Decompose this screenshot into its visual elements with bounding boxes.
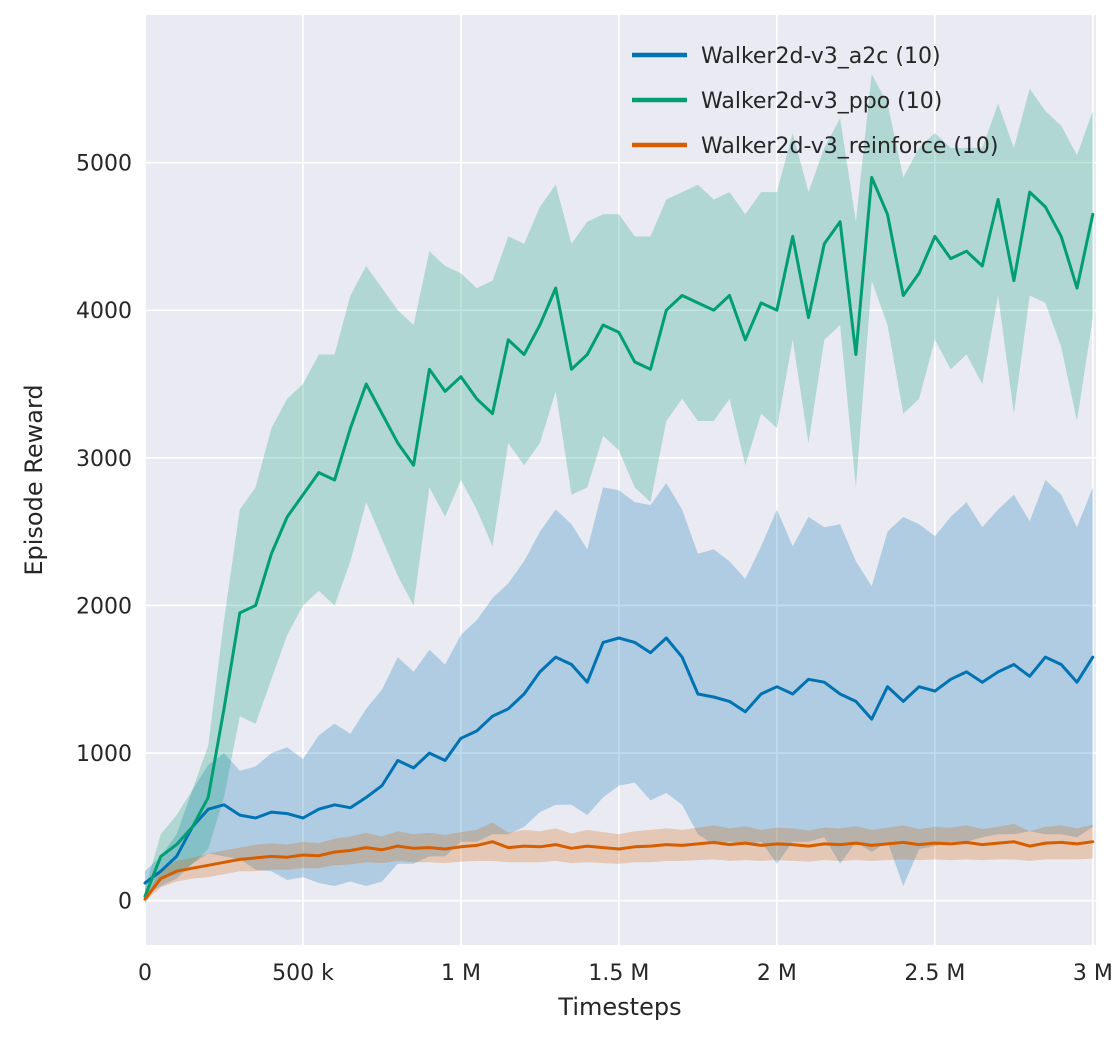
series-line-ppo bbox=[143, 175, 1095, 898]
x-tick-label: 2.5 M bbox=[904, 961, 965, 986]
y-tick-label: 3000 bbox=[76, 447, 132, 472]
y-tick-label: 5000 bbox=[76, 152, 132, 177]
series-line-a2c bbox=[143, 636, 1095, 885]
confidence-band-ppo bbox=[145, 74, 1093, 904]
y-tick-label: 2000 bbox=[76, 594, 132, 619]
y-tick-label: 0 bbox=[118, 890, 132, 915]
y-axis-title: Episode Reward bbox=[20, 384, 48, 576]
y-tick-label: 1000 bbox=[76, 742, 132, 767]
x-tick-label: 0 bbox=[138, 961, 152, 986]
x-tick-label: 1.5 M bbox=[588, 961, 649, 986]
x-tick-label: 1 M bbox=[441, 961, 481, 986]
series-line-reinforce bbox=[143, 840, 1095, 901]
y-tick-label: 4000 bbox=[76, 299, 132, 324]
legend-label-a2c: Walker2d-v3_a2c (10) bbox=[701, 44, 941, 69]
x-axis-title: Timesteps bbox=[558, 993, 682, 1021]
x-tick-label: 2 M bbox=[757, 961, 797, 986]
legend-label-reinforce: Walker2d-v3_reinforce (10) bbox=[701, 134, 999, 159]
legend: Walker2d-v3_a2c (10) Walker2d-v3_ppo (10)… bbox=[632, 44, 999, 159]
confidence-band-a2c bbox=[145, 480, 1093, 895]
x-tick-label: 3 M bbox=[1073, 961, 1113, 986]
legend-label-ppo: Walker2d-v3_ppo (10) bbox=[701, 89, 942, 114]
x-tick-label: 500 k bbox=[272, 961, 334, 986]
